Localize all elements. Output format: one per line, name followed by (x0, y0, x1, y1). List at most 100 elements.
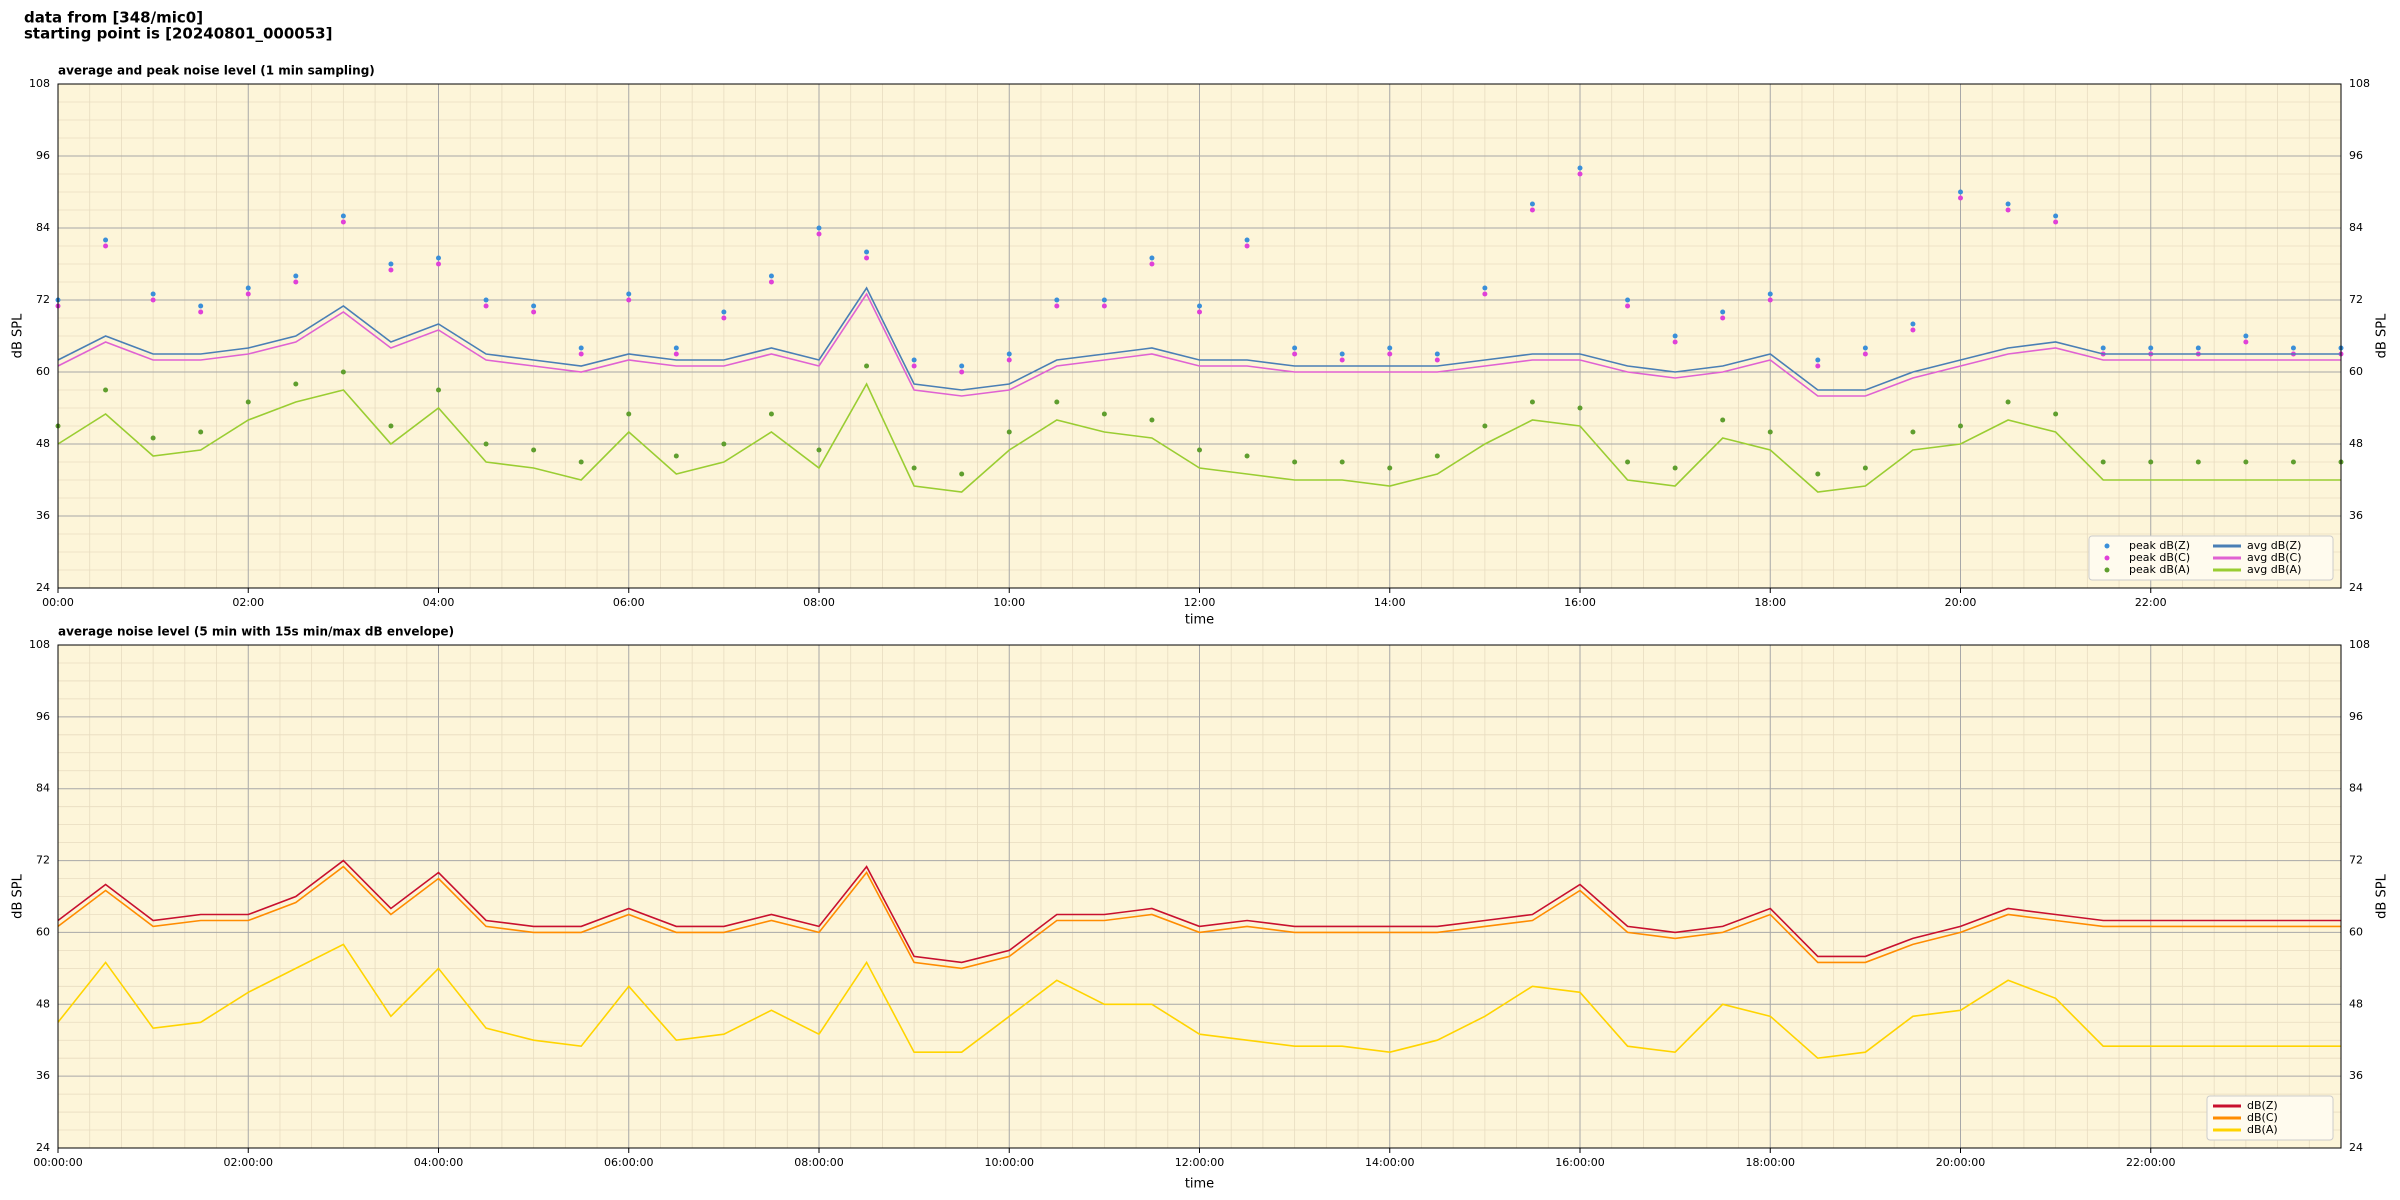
legend-marker (2104, 567, 2110, 573)
peak-point (1006, 351, 1012, 357)
y-tick-label-right: 24 (2349, 581, 2363, 594)
peak-point (959, 471, 965, 477)
peak-point (1482, 423, 1488, 429)
x-tick-label: 12:00 (1184, 596, 1216, 609)
series-line (57, 286, 2341, 391)
peak-point (626, 411, 632, 417)
peak-point (2243, 333, 2249, 339)
x-tick-label: 00:00 (42, 596, 74, 609)
peak-point (103, 243, 109, 249)
peak-point (340, 369, 346, 375)
peak-point (816, 225, 822, 231)
peak-point (388, 261, 394, 267)
peak-point (1815, 363, 1821, 369)
x-tick-label: 10:00 (993, 596, 1025, 609)
y-tick-label-right: 24 (2349, 1141, 2363, 1154)
peak-point (150, 435, 156, 441)
peak-point (436, 255, 441, 261)
peak-point (483, 297, 489, 303)
peak-point (1862, 351, 1868, 357)
peak-point (340, 213, 346, 219)
peak-point (816, 447, 822, 453)
peak-point (864, 255, 870, 261)
peak-point (911, 465, 917, 471)
x-axis-label: time (1185, 1177, 1214, 1192)
peak-point (673, 345, 679, 351)
peak-point (1625, 303, 1631, 309)
peak-point (483, 303, 489, 309)
peak-point (911, 363, 917, 369)
peak-point (1958, 195, 1963, 201)
y-tick-label: 24 (36, 1141, 50, 1154)
peak-point (1720, 315, 1726, 321)
series-line (57, 865, 2341, 970)
legend-label: avg dB(Z) (2247, 539, 2301, 552)
y-tick-label-right: 96 (2349, 710, 2363, 723)
peak-point (531, 309, 537, 315)
peak-point (1244, 237, 1250, 243)
x-tick-label: 20:00 (1945, 596, 1977, 609)
peak-point (245, 399, 251, 405)
legend-marker (2104, 543, 2110, 549)
peak-point (150, 297, 156, 303)
peak-point (103, 387, 109, 393)
peak-point (768, 411, 774, 417)
peak-point (2148, 345, 2154, 351)
peak-point (1862, 465, 1868, 471)
legend-label: avg dB(A) (2247, 563, 2301, 576)
peak-point (2100, 345, 2106, 351)
peak-point (1197, 303, 1202, 309)
peak-point (626, 291, 632, 297)
peak-point (1910, 321, 1916, 327)
y-tick-label: 48 (36, 437, 50, 450)
peak-point (2053, 213, 2059, 219)
x-tick-label: 04:00:00 (414, 1156, 463, 1169)
peak-point (1529, 201, 1535, 207)
peak-point (1529, 399, 1535, 405)
y-tick-label: 60 (36, 365, 50, 378)
peak-point (436, 387, 441, 393)
plot-frame (57, 644, 2342, 1149)
legend-label: avg dB(C) (2247, 551, 2302, 564)
y-tick-label-right: 48 (2349, 437, 2363, 450)
peak-point (768, 279, 774, 285)
y-tick-label-right: 108 (2349, 77, 2370, 90)
x-axis-label: time (1185, 613, 1214, 628)
peak-point (1149, 417, 1155, 423)
peak-point (245, 285, 251, 291)
peak-point (1577, 165, 1583, 171)
peak-point (1482, 285, 1488, 291)
x-tick-label: 20:00:00 (1936, 1156, 1985, 1169)
legend-label: dB(C) (2247, 1111, 2278, 1124)
x-tick-label: 16:00 (1564, 596, 1596, 609)
peak-point (1767, 291, 1773, 297)
y-axis-label-right: dB SPL (2375, 873, 2390, 918)
peak-point (578, 345, 584, 351)
peak-point (721, 441, 727, 447)
peak-point (1720, 309, 1726, 315)
peak-point (293, 381, 299, 387)
peak-point (768, 273, 774, 279)
peak-point (578, 351, 584, 357)
peak-point (2005, 399, 2011, 405)
peak-point (721, 315, 727, 321)
peak-point (388, 423, 394, 429)
peak-point (1672, 465, 1678, 471)
peak-point (2243, 339, 2249, 345)
peak-point (1434, 351, 1440, 357)
peak-point (864, 249, 870, 255)
peak-point (1054, 399, 1060, 405)
peak-point (1672, 339, 1678, 345)
peak-point (1292, 351, 1298, 357)
peak-point (1387, 351, 1393, 357)
peak-point (340, 219, 346, 225)
peak-point (673, 351, 679, 357)
y-tick-label-right: 96 (2349, 149, 2363, 162)
peak-point (436, 261, 441, 267)
peak-point (1101, 411, 1107, 417)
peak-point (1767, 429, 1773, 435)
plot-frame (57, 83, 2342, 589)
peak-point (2243, 459, 2249, 465)
y-tick-label-right: 60 (2349, 925, 2363, 938)
peak-point (864, 363, 870, 369)
